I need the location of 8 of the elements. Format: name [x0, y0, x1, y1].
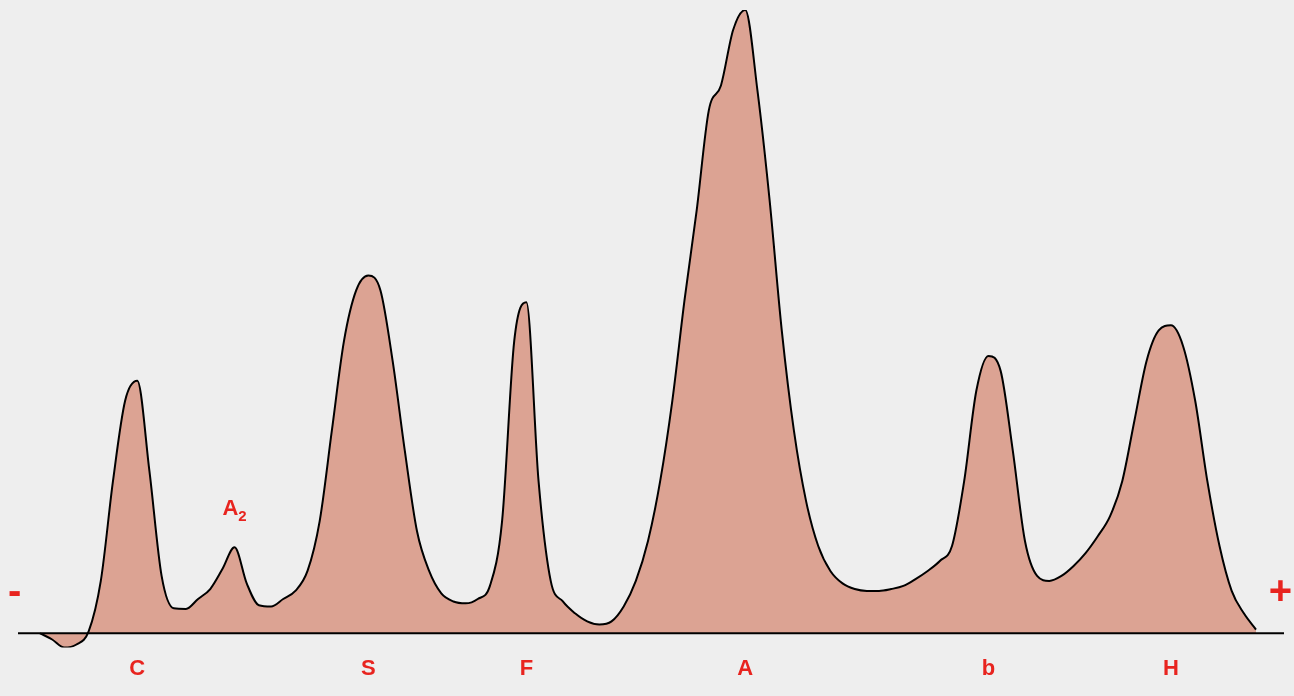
- x-tick-label: A: [737, 654, 754, 680]
- x-tick-label: H: [1162, 654, 1179, 680]
- text: +: [1268, 568, 1292, 613]
- x-tick-label: S: [360, 654, 376, 680]
- x-tick-label: F: [519, 654, 534, 680]
- x-tick-label: b: [981, 654, 996, 680]
- x-tick-label: C: [129, 654, 146, 680]
- text: -: [8, 568, 22, 613]
